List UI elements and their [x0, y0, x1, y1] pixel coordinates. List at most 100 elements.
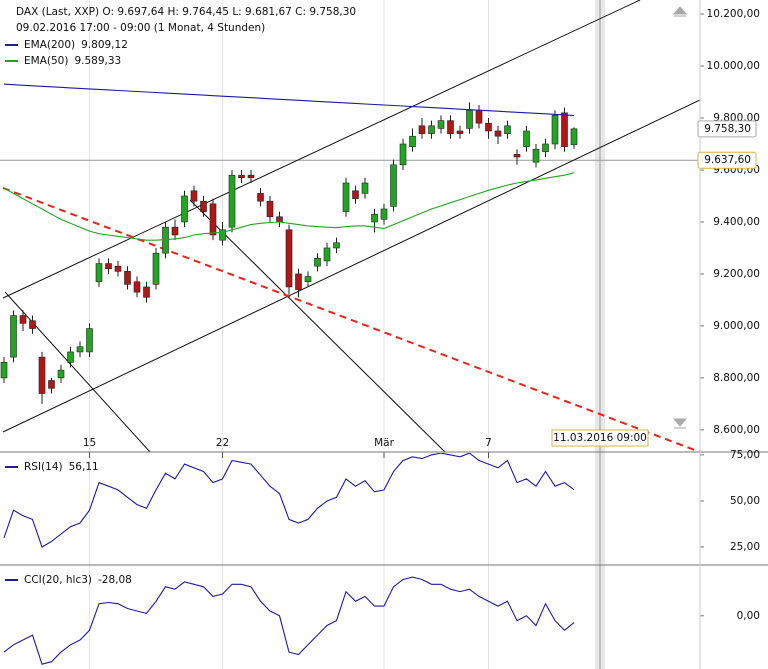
candle-body: [494, 130, 502, 137]
candle-body: [200, 200, 207, 212]
candle-body: [361, 182, 369, 194]
candle-body: [257, 193, 264, 202]
y-tick-label: 25,00: [730, 541, 760, 553]
candle-body: [380, 208, 388, 220]
legend-name: CCI(20, hlc3): [24, 574, 92, 586]
chart-subtitle: 09.02.2016 17:00 - 09:00 (1 Monat, 4 Stu…: [16, 22, 265, 34]
candle-body: [532, 148, 540, 163]
candle-body: [475, 109, 483, 124]
crosshair-label: 11.03.2016 09:00: [553, 432, 647, 444]
candle-body: [437, 120, 445, 129]
crosshair-box: [551, 429, 649, 447]
candle-body: [238, 174, 245, 179]
legend-name: EMA(200): [24, 39, 75, 51]
x-tick-label: Mär: [374, 437, 394, 449]
legend-value: 9.809,12: [81, 39, 128, 51]
candle-body: [428, 125, 435, 134]
y-tick-label: 9.000,00: [713, 320, 760, 332]
y-tick-label: 50,00: [730, 495, 760, 507]
candle-body: [266, 200, 274, 218]
candle-body: [95, 263, 103, 283]
candle-body: [0, 362, 8, 379]
candle-body: [542, 143, 549, 153]
main-plot: [0, 83, 578, 404]
channel-lower: [2, 99, 700, 433]
candle-body: [523, 130, 530, 147]
rsi-plot: [3, 453, 575, 548]
y-tick-label: 0,00: [737, 610, 760, 622]
candle-body: [124, 271, 131, 285]
candle-body: [323, 247, 331, 262]
price-box: [697, 120, 757, 138]
price-box: [697, 151, 757, 169]
legend-value: 56,11: [69, 461, 99, 473]
candle-body: [228, 174, 236, 228]
candle-body: [456, 130, 464, 134]
x-tick-label: 22: [216, 437, 229, 449]
candle-body: [513, 154, 521, 158]
candle-body: [304, 276, 312, 283]
candle-body: [219, 229, 226, 241]
cci-plot: [3, 576, 575, 665]
candle-body: [295, 273, 302, 290]
candle-body: [561, 112, 568, 147]
price-label: 9.637,60: [704, 154, 751, 166]
scroll-up[interactable]: [672, 6, 688, 17]
candle-body: [447, 120, 454, 134]
series-line: [3, 172, 575, 241]
y-tick-label: 10.200,00: [707, 8, 760, 20]
candle-body: [19, 315, 27, 324]
candle-body: [399, 143, 407, 166]
candle-body: [333, 242, 340, 249]
candle-body: [29, 320, 36, 329]
candle-body: [152, 252, 160, 285]
candle-body: [48, 380, 55, 389]
candle-body: [504, 125, 511, 134]
series-line: [3, 453, 575, 548]
candle-body: [209, 203, 217, 236]
y-tick-label: 10.000,00: [707, 60, 760, 72]
candle-body: [67, 351, 74, 363]
candle-body: [57, 369, 65, 379]
candle-body: [171, 226, 179, 236]
x-tick-label: 15: [83, 437, 96, 449]
scroll-down[interactable]: [672, 418, 688, 429]
labels: 8.600,00 8.800,00 9.000,00 9.200,00 9.400,00…: [5, 8, 760, 622]
candle-body: [390, 164, 397, 207]
candle-body: [190, 190, 198, 202]
candle-body: [247, 174, 255, 179]
legend-name: RSI(14): [24, 461, 63, 473]
y-tick-label: 9.200,00: [713, 268, 760, 280]
legend-name: EMA(50): [24, 55, 68, 67]
candle-body: [352, 190, 359, 199]
candle-body: [485, 122, 492, 132]
candle-body: [418, 125, 426, 134]
candle-body: [570, 128, 578, 145]
series-line: [3, 576, 575, 665]
candle-body: [371, 213, 378, 223]
candle-body: [143, 286, 150, 298]
candle-body: [114, 265, 122, 272]
candle-body: [10, 315, 17, 358]
trend-lines: [2, 0, 700, 452]
trend-line: [189, 199, 446, 452]
y-tick-label: 75,00: [730, 449, 760, 461]
trend-line: [4, 291, 151, 452]
candle-body: [551, 115, 559, 145]
channel-upper: [2, 0, 641, 299]
series-line: [3, 83, 575, 117]
x-tick-label: 7: [485, 437, 492, 449]
legend-value: -28,08: [98, 574, 132, 586]
candle-body: [314, 258, 321, 267]
chart-title: DAX (Last, XXP) O: 9.697,64 H: 9.764,45 …: [16, 6, 356, 18]
candle-body: [276, 216, 283, 223]
y-tick-label: 8.800,00: [713, 372, 760, 384]
y-tick-label: 9.400,00: [713, 216, 760, 228]
candle-body: [285, 229, 293, 288]
candle-body: [133, 281, 141, 293]
price-label: 9.758,30: [704, 123, 751, 135]
candle-body: [105, 263, 112, 270]
candle-body: [342, 182, 350, 212]
candle-body: [76, 346, 84, 353]
